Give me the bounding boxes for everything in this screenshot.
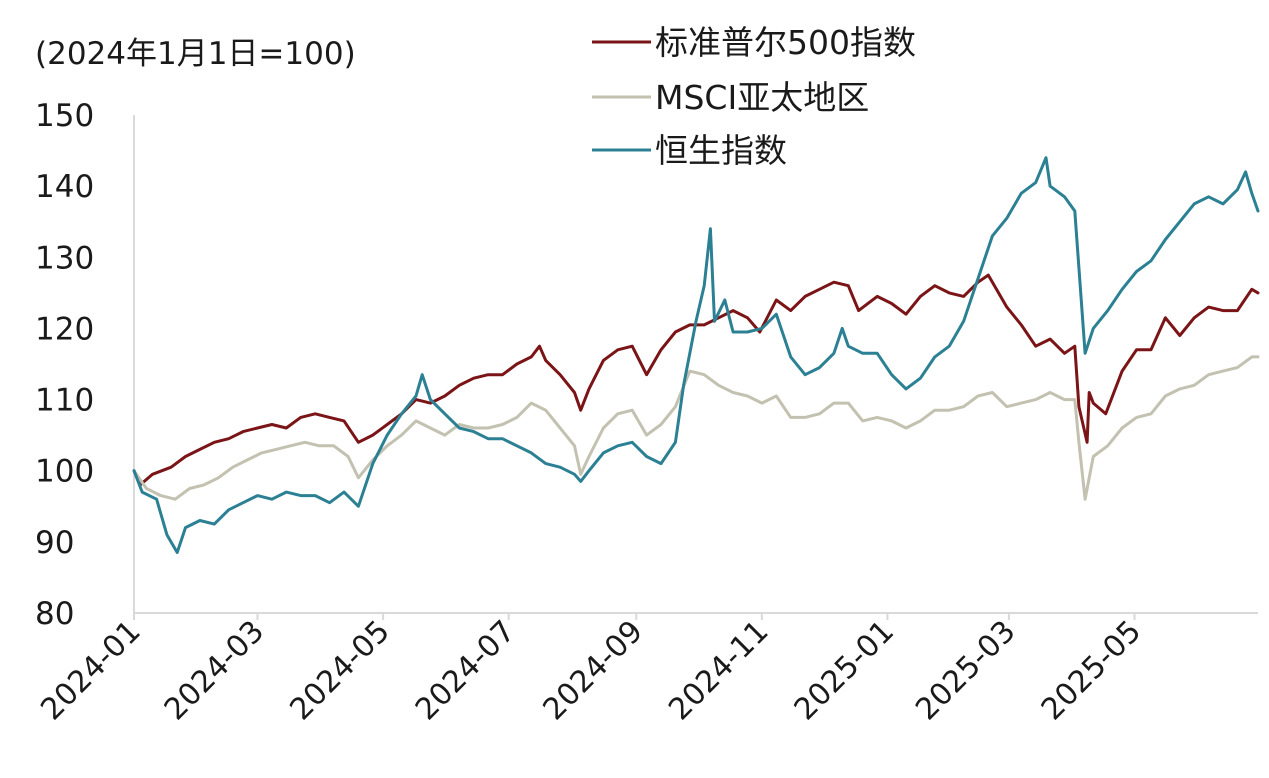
y-tick-label: 120 bbox=[35, 311, 94, 347]
y-tick-label: 90 bbox=[35, 525, 74, 561]
x-tick-label: 2025-03 bbox=[909, 614, 1022, 727]
y-tick-label: 130 bbox=[35, 240, 94, 276]
x-tick-label: 2024-07 bbox=[409, 614, 522, 727]
unit-label: (2024年1月1日=100) bbox=[35, 36, 356, 72]
legend-label: 标准普尔500指数 bbox=[655, 23, 916, 62]
y-tick-label: 80 bbox=[35, 596, 74, 632]
x-tick-label: 2024-03 bbox=[158, 614, 271, 727]
x-tick-label: 2024-09 bbox=[537, 614, 650, 727]
y-tick-label: 100 bbox=[35, 454, 94, 490]
series-line-2 bbox=[132, 355, 1260, 501]
y-tick-label: 140 bbox=[35, 169, 94, 205]
x-tick-label: 2025-01 bbox=[788, 614, 901, 727]
series-line-1 bbox=[132, 273, 1260, 487]
legend-label: 恒生指数 bbox=[655, 131, 787, 170]
series-line-3 bbox=[132, 156, 1260, 554]
x-tick-label: 2024-11 bbox=[662, 614, 775, 727]
x-tick-label: 2024-05 bbox=[283, 614, 396, 727]
y-tick-label: 150 bbox=[35, 98, 94, 134]
x-tick-label: 2025-05 bbox=[1035, 614, 1148, 727]
y-tick-label: 110 bbox=[35, 383, 94, 419]
series-lines bbox=[132, 156, 1260, 554]
legend-label: MSCI亚太地区 bbox=[655, 78, 869, 117]
